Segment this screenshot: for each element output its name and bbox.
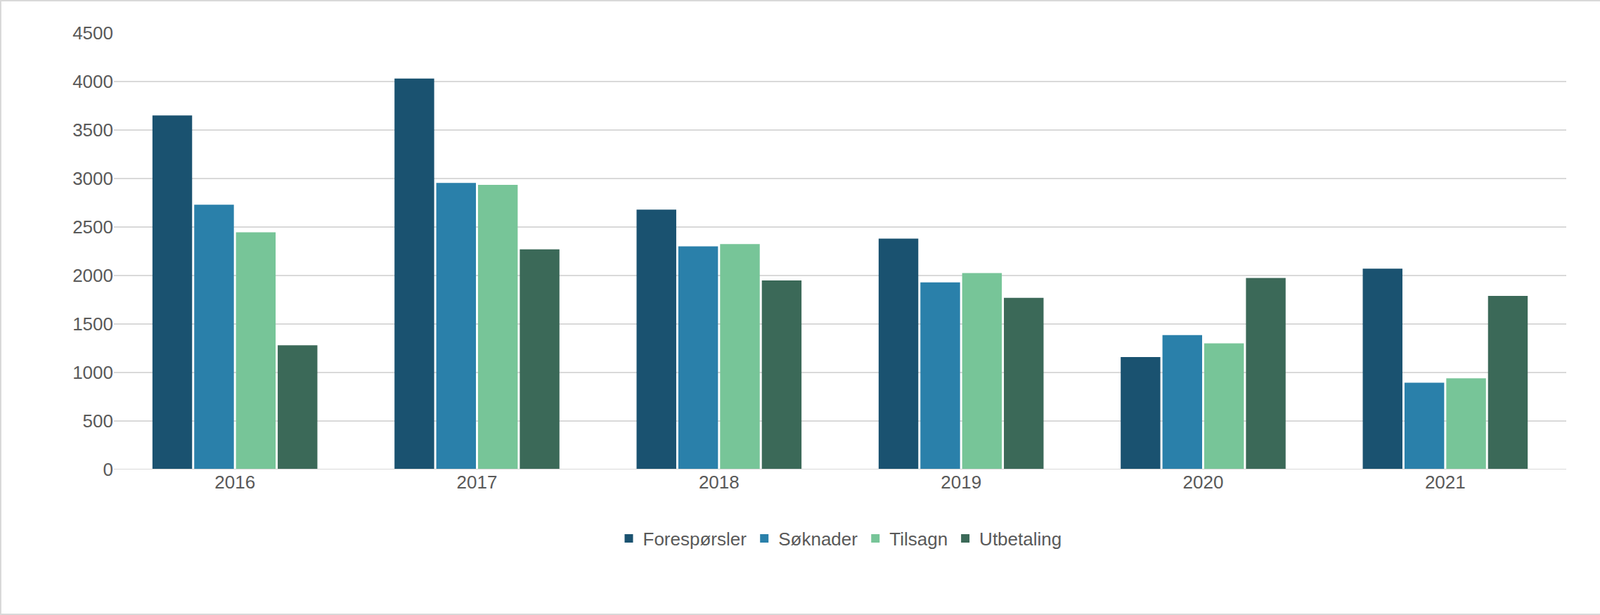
svg-text:1500: 1500 xyxy=(72,313,114,335)
svg-text:2500: 2500 xyxy=(72,216,114,238)
svg-text:3000: 3000 xyxy=(72,168,114,190)
svg-text:3500: 3500 xyxy=(72,119,114,141)
svg-text:2016: 2016 xyxy=(214,471,256,493)
svg-text:2021: 2021 xyxy=(1424,471,1466,493)
svg-text:2019: 2019 xyxy=(940,471,982,493)
svg-text:1000: 1000 xyxy=(72,362,114,384)
svg-text:Forespørsler: Forespørsler xyxy=(643,528,748,550)
svg-text:500: 500 xyxy=(82,410,114,432)
svg-text:Søknader: Søknader xyxy=(778,528,858,550)
svg-text:2017: 2017 xyxy=(456,471,498,493)
svg-text:4000: 4000 xyxy=(72,71,114,93)
svg-text:2000: 2000 xyxy=(72,265,114,287)
svg-text:0: 0 xyxy=(103,459,114,481)
svg-text:2020: 2020 xyxy=(1183,471,1224,493)
svg-text:Utbetaling: Utbetaling xyxy=(979,528,1062,550)
svg-text:Tilsagn: Tilsagn xyxy=(889,528,948,550)
svg-text:4500: 4500 xyxy=(72,22,114,44)
svg-text:2018: 2018 xyxy=(698,471,740,493)
